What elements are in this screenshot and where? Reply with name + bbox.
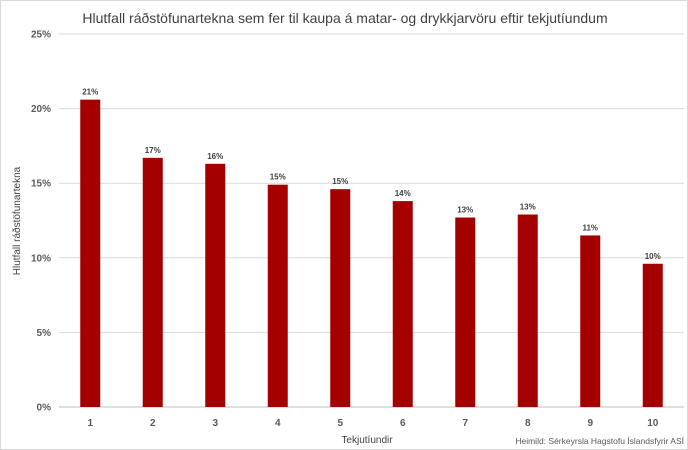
data-label: 17% bbox=[145, 146, 161, 155]
y-tick-label: 15% bbox=[31, 179, 51, 190]
bar bbox=[580, 235, 601, 407]
y-tick-label: 0% bbox=[37, 403, 52, 414]
y-tick-label: 20% bbox=[31, 104, 51, 115]
data-label: 14% bbox=[395, 189, 411, 198]
data-label: 21% bbox=[82, 88, 98, 97]
bar bbox=[455, 217, 476, 407]
y-tick-label: 10% bbox=[31, 253, 51, 264]
x-tick-label: 5 bbox=[337, 418, 343, 429]
data-label: 16% bbox=[207, 152, 223, 161]
x-tick-label: 8 bbox=[525, 418, 531, 429]
x-tick-label: 7 bbox=[462, 418, 468, 429]
y-tick-label: 25% bbox=[31, 30, 51, 41]
x-tick-label: 2 bbox=[150, 418, 156, 429]
data-label: 13% bbox=[457, 206, 473, 215]
y-tick-label: 5% bbox=[37, 328, 52, 339]
data-label: 15% bbox=[332, 177, 348, 186]
x-axis-label: Tekjutíundir bbox=[341, 435, 393, 446]
x-tick-label: 6 bbox=[400, 418, 406, 429]
data-label: 11% bbox=[582, 223, 598, 232]
source-note: Heimild: Sérkeyrsla Hagstofu Íslandsfyri… bbox=[515, 436, 684, 446]
x-tick-label: 9 bbox=[587, 418, 593, 429]
x-tick-label: 1 bbox=[87, 418, 93, 429]
data-label: 13% bbox=[520, 203, 536, 212]
x-tick-label: 10 bbox=[647, 418, 659, 429]
y-axis-label: Hlutfall ráðstöfunartekna bbox=[11, 166, 23, 275]
data-label: 15% bbox=[270, 173, 286, 182]
x-tick-label: 4 bbox=[275, 418, 281, 429]
bar bbox=[392, 201, 413, 407]
bar bbox=[517, 214, 538, 407]
bar bbox=[330, 189, 351, 407]
bar bbox=[142, 157, 163, 407]
bar bbox=[267, 184, 288, 407]
bar bbox=[205, 163, 226, 407]
bar bbox=[642, 263, 663, 407]
bar bbox=[80, 99, 101, 407]
chart-title: Hlutfall ráðstöfunartekna sem fer til ka… bbox=[82, 10, 607, 26]
data-label: 10% bbox=[645, 252, 661, 261]
x-tick-label: 3 bbox=[212, 418, 218, 429]
